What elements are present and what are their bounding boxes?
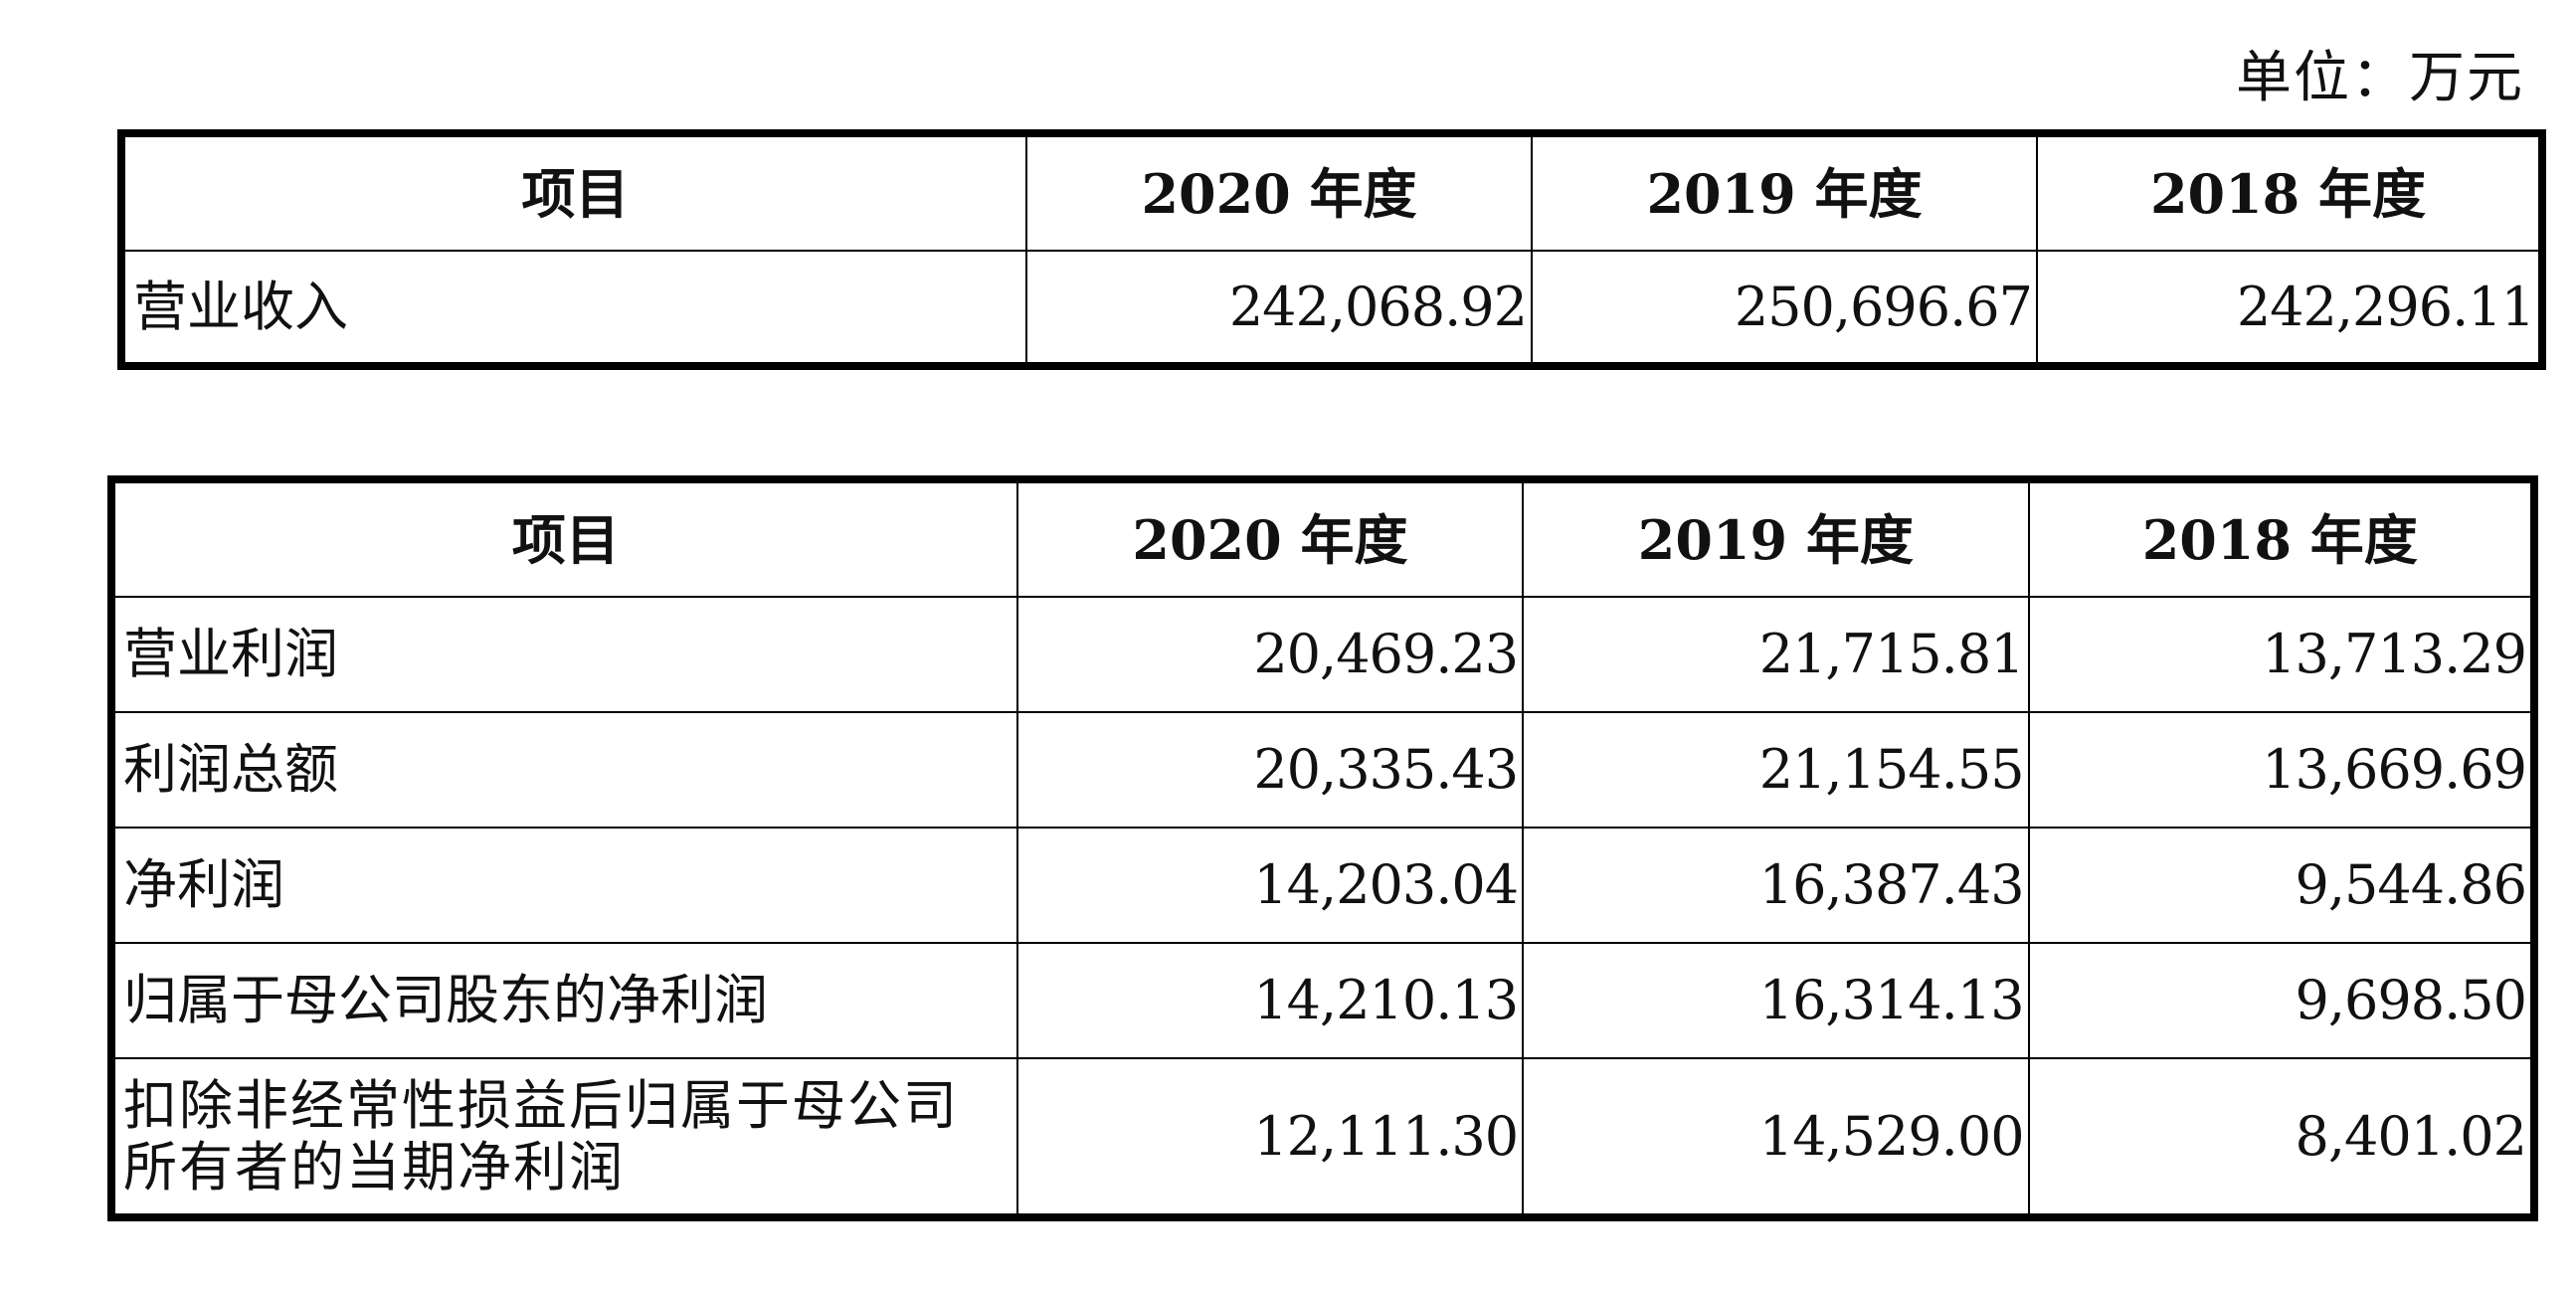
- unit-label: 单位：万元: [2236, 46, 2524, 110]
- table-row: 归属于母公司股东的净利润 14,210.13 16,314.13 9,698.5…: [110, 942, 2536, 1059]
- header-2020: 2020 年度: [1025, 132, 1533, 252]
- value-2018: 8,401.02: [2027, 1057, 2536, 1218]
- value-2020: 20,469.23: [1015, 596, 1525, 713]
- value-2018: 9,698.50: [2027, 942, 2536, 1059]
- value-2019: 21,154.55: [1522, 711, 2030, 829]
- row-item-label: 营业收入: [120, 250, 1027, 367]
- value-2020: 20,335.43: [1015, 711, 1525, 829]
- header-item: 项目: [120, 132, 1027, 252]
- table-header-row: 项目 2020 年度 2019 年度 2018 年度: [120, 132, 2543, 252]
- value-2019: 16,314.13: [1522, 942, 2030, 1059]
- header-2020: 2020 年度: [1015, 478, 1525, 598]
- value-2019: 250,696.67: [1531, 250, 2038, 367]
- header-2018: 2018 年度: [2036, 132, 2543, 252]
- row-item-label: 利润总额: [110, 711, 1018, 829]
- header-2019: 2019 年度: [1531, 132, 2038, 252]
- row-item-label: 净利润: [110, 827, 1018, 944]
- value-2019: 21,715.81: [1522, 596, 2030, 713]
- value-2018: 9,544.86: [2027, 827, 2536, 944]
- profit-table: 项目 2020 年度 2019 年度 2018 年度 营业利润 20,469.2…: [107, 475, 2538, 1221]
- header-2019: 2019 年度: [1522, 478, 2030, 598]
- value-2020: 242,068.92: [1025, 250, 1533, 367]
- table-row: 营业利润 20,469.23 21,715.81 13,713.29: [110, 596, 2536, 713]
- value-2018: 13,669.69: [2027, 711, 2536, 829]
- table-row: 利润总额 20,335.43 21,154.55 13,669.69: [110, 711, 2536, 829]
- row-item-label: 归属于母公司股东的净利润: [110, 942, 1018, 1059]
- value-2019: 16,387.43: [1522, 827, 2030, 944]
- value-2018: 13,713.29: [2027, 596, 2536, 713]
- value-2018: 242,296.11: [2036, 250, 2543, 367]
- value-2019: 14,529.00: [1522, 1057, 2030, 1218]
- table-header-row: 项目 2020 年度 2019 年度 2018 年度: [110, 478, 2536, 598]
- header-item: 项目: [110, 478, 1018, 598]
- table-row: 净利润 14,203.04 16,387.43 9,544.86: [110, 827, 2536, 944]
- row-item-label: 营业利润: [110, 596, 1018, 713]
- table-row: 扣除非经常性损益后归属于母公司所有者的当期净利润 12,111.30 14,52…: [110, 1057, 2536, 1218]
- header-2018: 2018 年度: [2027, 478, 2536, 598]
- value-2020: 14,210.13: [1015, 942, 1525, 1059]
- value-2020: 14,203.04: [1015, 827, 1525, 944]
- revenue-table: 项目 2020 年度 2019 年度 2018 年度 营业收入 242,068.…: [117, 129, 2546, 370]
- table-row: 营业收入 242,068.92 250,696.67 242,296.11: [120, 250, 2543, 367]
- value-2020: 12,111.30: [1015, 1057, 1525, 1218]
- row-item-label: 扣除非经常性损益后归属于母公司所有者的当期净利润: [110, 1057, 1018, 1218]
